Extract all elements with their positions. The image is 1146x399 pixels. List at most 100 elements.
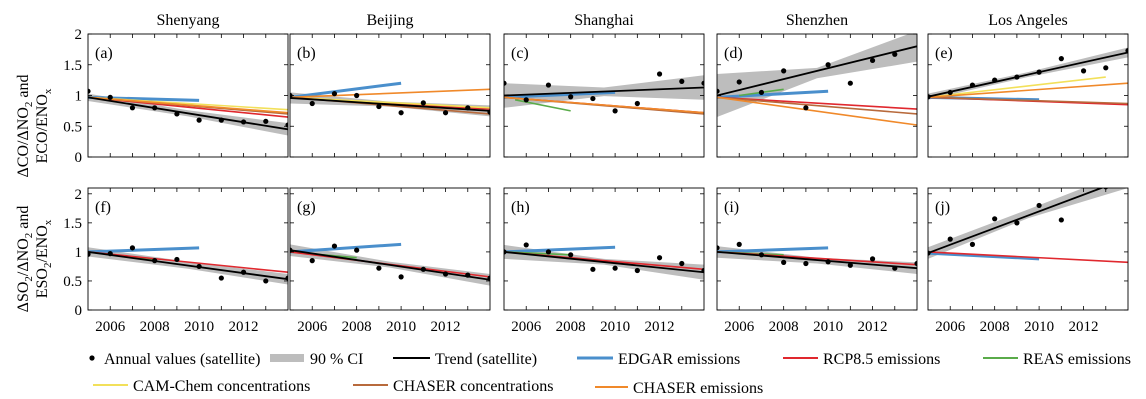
plot-area	[928, 188, 1128, 264]
annual-point	[465, 105, 471, 111]
annual-point	[612, 265, 618, 271]
annual-point	[612, 108, 618, 114]
annual-point	[1058, 56, 1064, 62]
annual-point	[487, 275, 490, 281]
annual-point	[1058, 217, 1064, 223]
annual-point	[758, 252, 765, 258]
legend-item-chaser-emis: CHASER emissions	[595, 380, 763, 397]
annual-point	[947, 89, 953, 96]
annual-point	[679, 260, 685, 267]
annual-point	[969, 241, 976, 247]
y-tick-label: 0	[75, 303, 83, 319]
legend-item-chaser-conc: CHASER concentrations	[353, 378, 553, 395]
panel-label: (i)	[724, 199, 739, 216]
x-tick-label: 2006	[724, 319, 755, 335]
annual-point	[129, 245, 136, 251]
annual-point	[107, 94, 113, 100]
annual-point	[947, 236, 953, 242]
plot-area	[504, 242, 704, 280]
panel-f: 0 0.5 1 1.5 2 2006 2008 2010 2012 (f)	[63, 187, 289, 335]
legend-label-rcp85: RCP8.5 emissions	[823, 351, 940, 368]
x-tick-label: 2006	[935, 319, 966, 335]
series-line-edgar	[504, 90, 616, 99]
x-tick-label: 2010	[386, 319, 416, 335]
annual-point	[285, 275, 288, 281]
panel-label: (h)	[511, 199, 530, 216]
series-line-chaser-conc	[717, 96, 917, 115]
panel-e: (e) Los Angeles	[927, 12, 1129, 158]
x-tick-label: 2008	[769, 319, 799, 335]
annual-point	[590, 95, 596, 102]
series-line-edgar	[290, 81, 402, 99]
series-line-reas	[514, 99, 571, 112]
axes-frame	[716, 187, 918, 311]
series-line-chaser-emis	[88, 96, 288, 114]
y-tick-label: 1	[75, 245, 83, 261]
city-title: Shenzhen	[786, 12, 848, 29]
plot-area	[88, 245, 288, 285]
axes-frame	[87, 33, 289, 158]
annual-point	[568, 252, 574, 258]
legend-swatch-annual	[89, 355, 95, 361]
ylabel-row1-line1: ΔCO/ΔNO2 and	[15, 75, 35, 178]
legend-item-annual: Annual values (satellite)	[89, 351, 260, 368]
annual-point	[634, 100, 640, 107]
annual-point	[736, 79, 742, 85]
trend-line	[717, 251, 917, 270]
annual-point	[803, 105, 809, 111]
ylabel-row2-line1: ΔSO2/ΔNO2 and	[15, 206, 35, 313]
annual-point	[590, 266, 596, 272]
annual-point	[1036, 69, 1042, 75]
annual-point	[892, 265, 898, 271]
annual-point	[1014, 220, 1020, 226]
annual-point	[717, 88, 720, 94]
series-line-rcp85	[928, 251, 1128, 264]
panel-d: (d) Shenzhen	[716, 12, 918, 158]
legend-label-chaser-conc: CHASER concentrations	[393, 378, 553, 395]
trend-line	[717, 45, 917, 97]
annual-point	[129, 105, 136, 111]
x-tick-label: 2006	[95, 319, 126, 335]
y-tick-label: 0	[75, 150, 83, 166]
legend-label-edgar: EDGAR emissions	[618, 351, 740, 368]
annual-point	[656, 255, 663, 261]
annual-point	[398, 110, 404, 116]
panel-label: (e)	[935, 45, 953, 62]
legend-label-chaser-emis: CHASER emissions	[633, 380, 763, 397]
annual-point	[1014, 74, 1020, 80]
annual-point	[717, 245, 720, 251]
annual-point	[701, 267, 704, 274]
plot-area	[717, 241, 917, 274]
annual-point	[152, 258, 158, 264]
panel-j: 2006 2008 2010 2012 (j)	[927, 187, 1129, 335]
y-tick-label: 1.5	[63, 58, 82, 74]
annual-point	[263, 278, 269, 284]
y-tick-label: 0.5	[63, 274, 82, 290]
trend-line	[928, 51, 1128, 98]
city-title: Beijing	[366, 12, 413, 29]
annual-point	[240, 119, 247, 125]
legend-item-edgar: EDGAR emissions	[577, 351, 740, 368]
annual-point	[376, 103, 382, 110]
x-tick-label: 2012	[431, 319, 461, 335]
ylabel-row1-line2: ECO/ENOx	[34, 88, 54, 163]
legend-label-camchem: CAM-Chem concentrations	[133, 378, 310, 395]
annual-point	[174, 111, 180, 117]
annual-point	[152, 105, 158, 111]
y-tick-label: 2	[75, 27, 83, 43]
axes-frame	[927, 187, 1129, 311]
series-line-camchem	[928, 76, 1106, 99]
axes-frame	[503, 187, 705, 311]
annual-point	[781, 259, 787, 265]
legend-label-trend: Trend (satellite)	[435, 351, 537, 368]
trend-line	[290, 97, 490, 112]
legend: Annual values (satellite) 90 % CI Trend …	[89, 351, 1131, 397]
annual-point	[847, 80, 853, 86]
panel-label: (a)	[95, 45, 113, 62]
annual-point	[914, 260, 917, 267]
x-tick-label: 2012	[645, 319, 675, 335]
annual-point	[442, 110, 449, 116]
annual-point	[1103, 65, 1109, 71]
series-line-edgar	[504, 245, 616, 254]
